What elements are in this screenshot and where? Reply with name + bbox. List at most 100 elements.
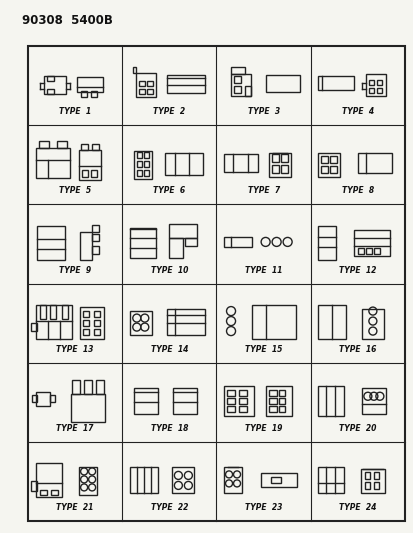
Bar bbox=[318, 226, 335, 260]
Bar bbox=[373, 472, 378, 479]
Text: TYPE  23: TYPE 23 bbox=[244, 503, 282, 512]
Bar bbox=[226, 406, 235, 412]
Bar bbox=[40, 490, 46, 495]
Bar bbox=[57, 141, 66, 148]
Bar bbox=[230, 74, 250, 95]
Bar bbox=[136, 72, 156, 96]
Bar bbox=[92, 144, 99, 150]
Bar bbox=[268, 398, 276, 404]
Bar bbox=[238, 390, 247, 396]
Bar bbox=[244, 86, 250, 95]
Bar bbox=[223, 386, 254, 416]
Bar bbox=[82, 169, 88, 177]
Bar bbox=[80, 307, 104, 339]
Bar bbox=[251, 305, 295, 339]
Bar bbox=[226, 390, 235, 396]
Bar bbox=[92, 234, 99, 241]
Bar bbox=[62, 305, 67, 319]
Bar bbox=[223, 467, 242, 494]
Bar bbox=[91, 91, 97, 96]
Bar bbox=[373, 482, 378, 489]
Bar bbox=[265, 386, 291, 416]
Text: TYPE  14: TYPE 14 bbox=[150, 345, 188, 354]
Bar bbox=[330, 156, 337, 163]
Bar bbox=[72, 380, 80, 394]
Bar bbox=[233, 86, 240, 93]
Bar bbox=[278, 390, 284, 396]
Bar bbox=[368, 87, 373, 93]
Bar bbox=[91, 169, 97, 177]
Bar bbox=[268, 406, 276, 412]
Bar bbox=[38, 141, 48, 148]
Bar bbox=[92, 246, 99, 254]
Bar bbox=[36, 463, 62, 497]
Text: TYPE  24: TYPE 24 bbox=[338, 503, 376, 512]
Bar bbox=[270, 478, 280, 483]
Text: TYPE  1: TYPE 1 bbox=[59, 107, 91, 116]
Bar bbox=[31, 323, 36, 331]
Bar bbox=[320, 166, 328, 173]
Bar bbox=[364, 482, 369, 489]
Text: TYPE  3: TYPE 3 bbox=[247, 107, 279, 116]
Bar bbox=[169, 238, 183, 258]
Bar bbox=[77, 77, 103, 92]
Bar bbox=[271, 154, 278, 161]
Bar bbox=[318, 386, 344, 416]
Bar bbox=[223, 154, 257, 172]
Text: TYPE  4: TYPE 4 bbox=[341, 107, 373, 116]
Bar bbox=[133, 388, 157, 414]
Bar bbox=[47, 76, 54, 80]
Bar bbox=[173, 388, 197, 414]
Bar bbox=[165, 153, 203, 175]
Text: TYPE  13: TYPE 13 bbox=[56, 345, 94, 354]
Bar bbox=[260, 473, 296, 487]
Bar bbox=[130, 228, 155, 258]
Bar bbox=[368, 79, 373, 85]
Bar bbox=[94, 320, 100, 326]
Text: TYPE  2: TYPE 2 bbox=[153, 107, 185, 116]
Bar bbox=[357, 153, 391, 173]
Bar bbox=[71, 394, 105, 422]
Bar bbox=[365, 74, 385, 95]
Bar bbox=[40, 305, 45, 319]
Bar bbox=[79, 467, 97, 495]
Bar bbox=[167, 75, 205, 93]
Bar bbox=[44, 76, 66, 94]
Bar bbox=[143, 152, 148, 158]
Bar bbox=[136, 161, 141, 167]
Bar bbox=[50, 305, 55, 319]
Bar bbox=[92, 225, 99, 232]
Bar bbox=[265, 75, 299, 92]
Bar bbox=[143, 161, 148, 167]
Bar bbox=[268, 390, 276, 396]
Bar bbox=[50, 395, 55, 402]
Bar bbox=[280, 165, 287, 173]
Bar bbox=[318, 305, 345, 339]
Bar bbox=[139, 88, 145, 94]
Bar bbox=[226, 398, 235, 404]
Bar bbox=[330, 166, 337, 173]
Bar bbox=[94, 311, 100, 317]
Bar bbox=[233, 76, 240, 83]
Text: 90308  5400B: 90308 5400B bbox=[22, 14, 113, 27]
Bar bbox=[133, 67, 136, 72]
Bar bbox=[79, 150, 101, 180]
Bar bbox=[361, 388, 385, 414]
Bar bbox=[223, 237, 252, 247]
Bar bbox=[36, 392, 50, 406]
Bar bbox=[376, 87, 381, 93]
Bar bbox=[147, 88, 153, 94]
Text: TYPE  12: TYPE 12 bbox=[338, 265, 376, 274]
Bar bbox=[185, 238, 197, 246]
Bar bbox=[83, 329, 89, 335]
Text: TYPE  21: TYPE 21 bbox=[56, 503, 94, 512]
Bar bbox=[271, 165, 278, 173]
Bar bbox=[83, 311, 89, 317]
Bar bbox=[353, 230, 389, 256]
Text: TYPE  5: TYPE 5 bbox=[59, 187, 91, 195]
Text: TYPE  11: TYPE 11 bbox=[244, 265, 282, 274]
Bar bbox=[373, 248, 379, 254]
Bar bbox=[318, 76, 354, 90]
Bar bbox=[50, 490, 57, 495]
Bar bbox=[278, 406, 284, 412]
